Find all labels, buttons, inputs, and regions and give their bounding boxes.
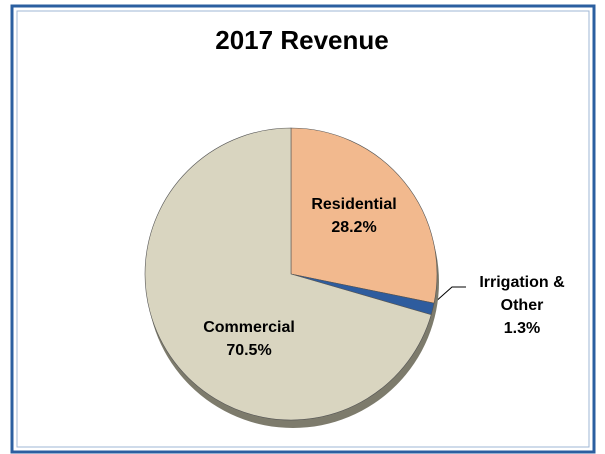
slice-value-label: 70.5%	[226, 342, 272, 359]
pie-slice	[290, 127, 438, 304]
slice-label: Residential	[311, 196, 397, 213]
slice-label: Irrigation & Other	[479, 274, 565, 314]
pie-slice	[144, 127, 432, 421]
inner-frame	[16, 10, 590, 448]
chart-title: 2017 Revenue	[215, 25, 388, 55]
slice-label: Commercial	[203, 319, 295, 336]
leader-line	[433, 286, 466, 304]
slice-value-label: 28.2%	[331, 219, 377, 236]
slice-value-label: 1.3%	[503, 320, 541, 337]
